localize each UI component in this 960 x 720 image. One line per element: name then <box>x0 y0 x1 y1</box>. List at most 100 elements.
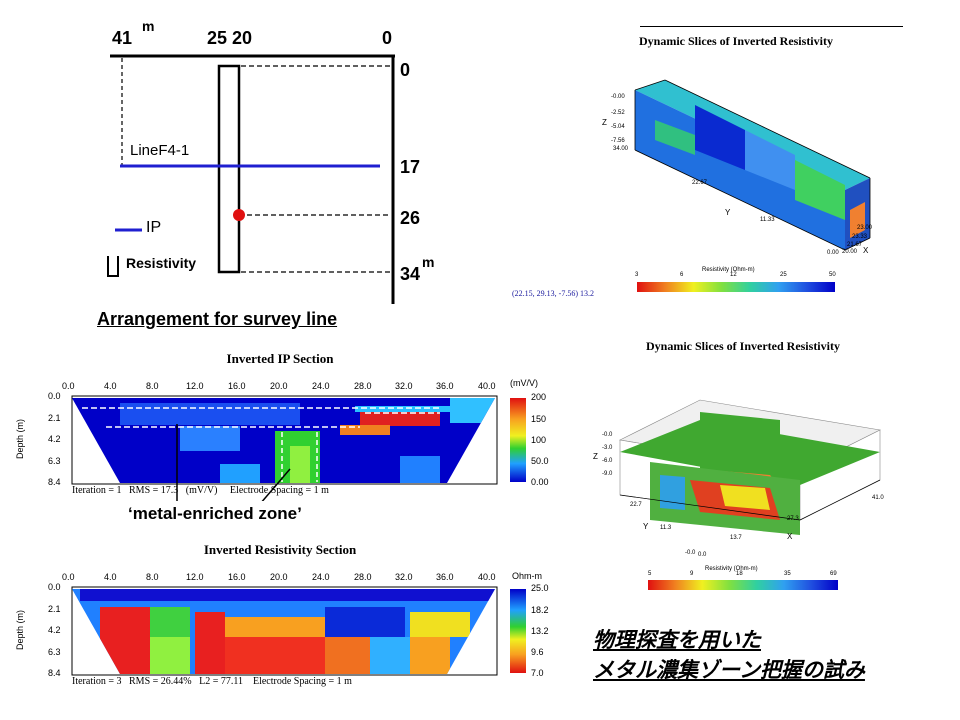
top-label-41: 41 <box>112 28 133 48</box>
slice1-y-tick: 22.67 <box>692 180 708 186</box>
slice2-x-tick: 27.3 <box>787 516 799 522</box>
slice2-y-label: Y <box>643 522 649 531</box>
ip-x-tick: 20.0 <box>270 381 288 391</box>
ip-unit: (mV/V) <box>510 378 538 388</box>
slice2-z-tick: -9.0 <box>602 471 613 477</box>
slice1-z-label: Z <box>602 118 607 127</box>
slice2-colorbar-label: Resistivity (Ohm-m) <box>705 566 758 572</box>
right-label-26: 26 <box>400 208 421 228</box>
right-unit: m <box>422 254 435 270</box>
slice1-colorbar-tick: 6 <box>680 272 684 278</box>
ip-y-tick: 6.3 <box>48 456 61 466</box>
ip-x-tick: 0.0 <box>62 381 75 391</box>
ip-section-title: Inverted IP Section <box>226 351 334 366</box>
res-x-tick: 16.0 <box>228 572 246 582</box>
top-unit: m <box>142 18 155 34</box>
slice1-y-tick: 34.00 <box>613 146 629 152</box>
slice1-colorbar-tick: 3 <box>635 272 639 278</box>
right-label-17: 17 <box>400 157 421 177</box>
japanese-title-line1: 物理探査を用いた <box>593 628 761 652</box>
ip-x-tick: 28.0 <box>354 381 372 391</box>
slice1-z-tick: -5.04 <box>611 124 625 130</box>
slice1-colorbar-label: Resistivity (Ohm-m) <box>702 267 755 273</box>
res-unit: Ohm-m <box>512 571 542 581</box>
slice2-title: Dynamic Slices of Inverted Resistivity <box>646 339 840 353</box>
ip-x-tick: 8.0 <box>146 381 159 391</box>
res-footer: Iteration = 3 RMS = 26.44% L2 = 77.11 El… <box>72 676 352 687</box>
slice1-z-tick: -2.52 <box>611 110 625 116</box>
ip-y-label: Depth (m) <box>15 418 26 460</box>
res-x-tick: 0.0 <box>62 572 75 582</box>
res-section: 0.0 4.0 8.0 12.0 16.0 20.0 24.0 28.0 32.… <box>15 567 560 692</box>
ip-x-tick: 12.0 <box>186 381 204 391</box>
slice2-z-label: Z <box>593 452 598 461</box>
ip-scale-value: 50.0 <box>531 456 549 466</box>
japanese-title: 物理探査を用いた メタル濃集ゾーン把握の試み <box>593 625 953 685</box>
slice2-colorbar-tick: 9 <box>690 571 694 577</box>
slice1-coords: (22.15, 29.13, -7.56) 13.2 <box>512 289 594 298</box>
ip-scale-value: 200 <box>531 392 547 402</box>
slice2-z-tick: -0.0 <box>602 432 613 438</box>
slice1-x-tick: 20.00 <box>842 249 858 255</box>
res-section-title: Inverted Resistivity Section <box>203 542 357 557</box>
res-scale-value: 13.2 <box>531 626 549 636</box>
ip-scale-value: 150 <box>531 414 547 424</box>
slice1-y-tick: 0.00 <box>827 250 839 256</box>
slice1-colorbar-tick: 50 <box>829 272 836 278</box>
res-y-tick: 2.1 <box>48 604 61 614</box>
res-x-tick: 36.0 <box>436 572 454 582</box>
res-scale-value: 18.2 <box>531 605 549 615</box>
res-y-tick: 6.3 <box>48 647 61 657</box>
slice1-colorbar-tick: 25 <box>780 272 787 278</box>
res-x-tick: 4.0 <box>104 572 117 582</box>
legend-resistivity-label: Resistivity <box>126 255 197 271</box>
metal-zone-annotation: ‘metal-enriched zone’ <box>128 504 302 523</box>
ip-section: 0.0 4.0 8.0 12.0 16.0 20.0 24.0 28.0 32.… <box>15 376 560 501</box>
japanese-title-line2: メタル濃集ゾーン把握の試み <box>593 658 865 682</box>
res-scale-value: 25.0 <box>531 583 549 593</box>
res-x-tick: 24.0 <box>312 572 330 582</box>
slice1-y-label: Y <box>725 208 731 217</box>
ip-x-tick: 16.0 <box>228 381 246 391</box>
top-label-0: 0 <box>382 28 393 48</box>
res-y-label: Depth (m) <box>15 609 26 651</box>
slice2-colorbar-tick: 18 <box>736 571 743 577</box>
slice1-x-tick: 23.00 <box>857 225 873 231</box>
ip-x-tick: 24.0 <box>312 381 330 391</box>
top-label-25: 25 <box>207 28 228 48</box>
right-label-0: 0 <box>400 60 411 80</box>
ip-x-tick: 40.0 <box>478 381 496 391</box>
ip-y-tick: 4.2 <box>48 434 61 444</box>
slice2-y-tick: 11.3 <box>660 525 672 531</box>
ip-scale-value: 0.00 <box>531 477 549 487</box>
ip-x-tick: 32.0 <box>395 381 413 391</box>
top-divider <box>640 26 903 27</box>
res-x-tick: 40.0 <box>478 572 496 582</box>
slice2-z-tick: -3.0 <box>602 445 613 451</box>
slice2-x-label: X <box>787 532 793 541</box>
slice2-colorbar-tick: 69 <box>830 571 837 577</box>
res-x-tick: 20.0 <box>270 572 288 582</box>
slice1-z-tick: -0.00 <box>611 94 625 100</box>
slice2-panel: -0.0 -3.0 -6.0 -9.0 Z 22.7 Y 11.3 -0.0 0… <box>590 380 900 595</box>
top-label-20: 20 <box>232 28 253 48</box>
ip-footer: Iteration = 1 RMS = 17.3 (mV/V) Electrod… <box>72 485 329 496</box>
slice1-y-tick: 11.33 <box>760 217 775 223</box>
slice2-colorbar <box>648 580 838 590</box>
res-scale-value: 9.6 <box>531 647 544 657</box>
slice2-z-tick: -6.0 <box>602 458 613 464</box>
slice1-z-tick: -7.56 <box>611 138 625 144</box>
slice1-panel: -0.00 -2.52 -5.04 -7.56 Z 34.00 22.67 Y … <box>595 60 895 300</box>
arrangement-diagram: 41 m 25 20 0 0 17 26 34 m LineF4-1 IP Re… <box>100 18 460 318</box>
ip-x-tick: 36.0 <box>436 381 454 391</box>
slice2-y-tick: 22.7 <box>630 502 642 508</box>
slice1-x-label: X <box>863 246 869 255</box>
res-y-tick: 0.0 <box>48 582 61 592</box>
legend-ip-label: IP <box>146 219 162 236</box>
ip-scale-value: 100 <box>531 435 547 445</box>
ip-x-tick: 4.0 <box>104 381 117 391</box>
res-x-tick: 32.0 <box>395 572 413 582</box>
slice2-x-tick: 41.0 <box>872 495 884 501</box>
slice2-colorbar-tick: 35 <box>784 571 791 577</box>
slice2-y-tick: -0.0 <box>685 550 696 556</box>
